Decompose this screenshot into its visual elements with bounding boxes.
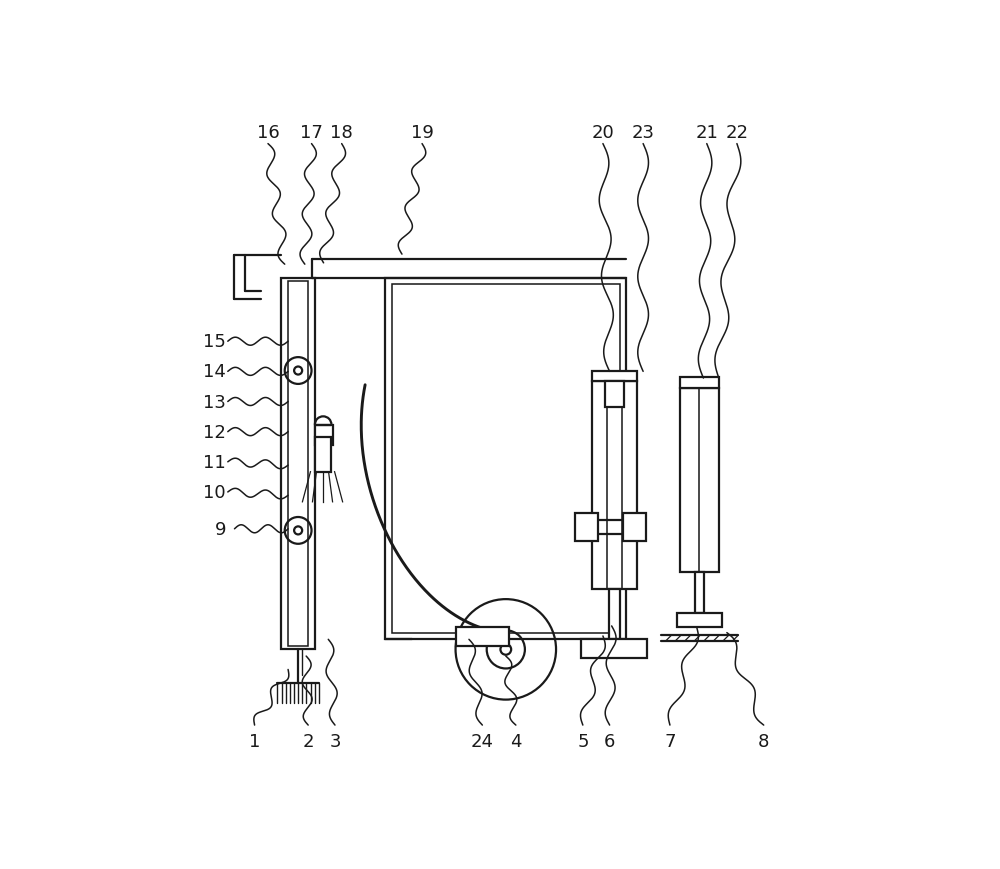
Bar [680, 388, 719, 573]
Bar [392, 285, 620, 633]
Bar [592, 382, 637, 589]
Text: 17: 17 [300, 123, 323, 142]
Text: 9: 9 [215, 521, 227, 538]
Bar [456, 627, 509, 647]
Text: 5: 5 [577, 733, 589, 750]
Text: 6: 6 [604, 733, 615, 750]
Text: 10: 10 [203, 483, 226, 501]
Text: 20: 20 [592, 123, 614, 142]
Text: 16: 16 [257, 123, 279, 142]
Bar [281, 278, 315, 650]
Bar [575, 514, 598, 541]
Bar [609, 589, 620, 640]
Bar [677, 613, 722, 627]
Bar [288, 282, 308, 647]
Text: 15: 15 [203, 333, 226, 351]
Text: 21: 21 [695, 123, 718, 142]
Bar [592, 371, 637, 382]
Bar [315, 425, 333, 446]
Text: 14: 14 [203, 363, 226, 381]
Text: 2: 2 [302, 733, 314, 750]
Bar [385, 278, 626, 640]
Text: 1: 1 [249, 733, 260, 750]
Bar [623, 514, 646, 541]
Text: 22: 22 [725, 123, 748, 142]
Text: 19: 19 [411, 123, 434, 142]
Bar [581, 640, 647, 659]
Text: 4: 4 [510, 733, 522, 750]
Bar [315, 437, 331, 472]
Bar [605, 382, 624, 408]
Text: 3: 3 [329, 733, 341, 750]
Bar [695, 573, 704, 613]
Text: 13: 13 [203, 393, 226, 411]
Text: 7: 7 [664, 733, 676, 750]
Text: 11: 11 [203, 454, 226, 471]
Text: 18: 18 [330, 123, 353, 142]
Bar [680, 378, 719, 388]
Text: 8: 8 [758, 733, 769, 750]
Text: 12: 12 [203, 423, 226, 441]
Text: 24: 24 [471, 733, 494, 750]
Text: 23: 23 [632, 123, 655, 142]
